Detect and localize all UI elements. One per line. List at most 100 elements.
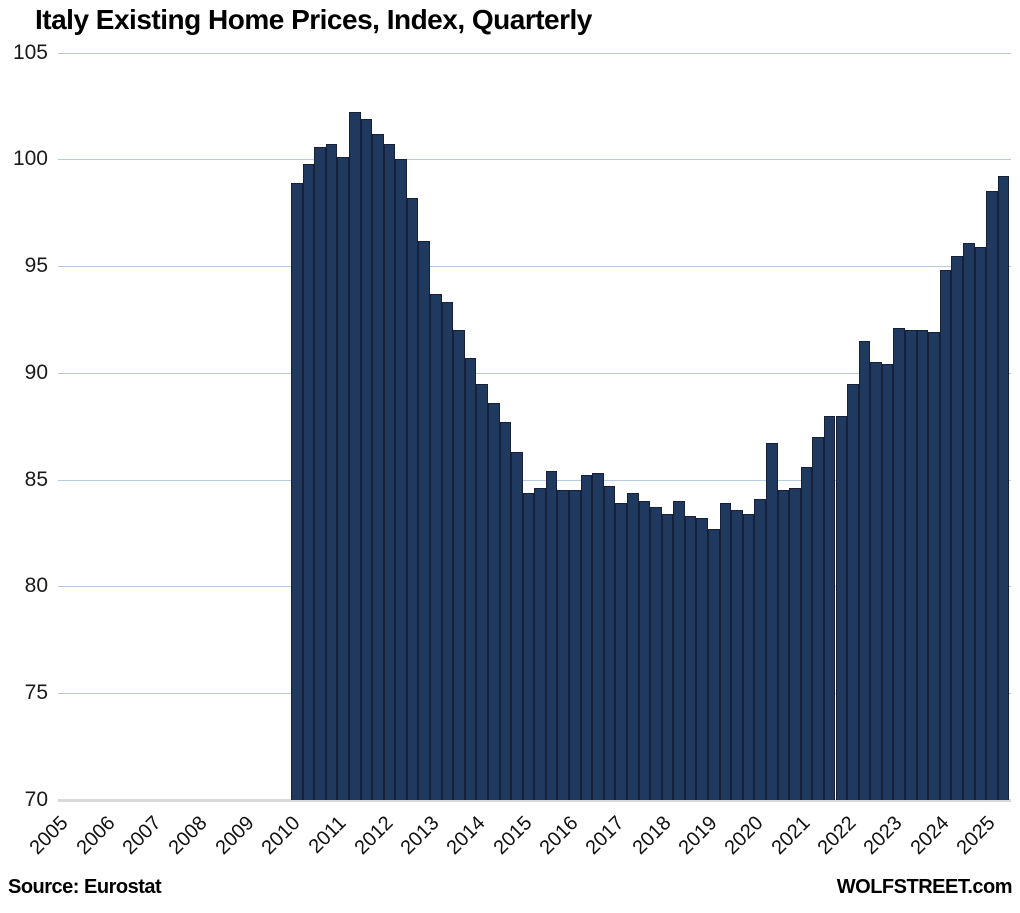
gridline: [58, 372, 1011, 374]
bar: [372, 133, 384, 800]
x-axis-label: 2019: [674, 812, 722, 860]
bar: [499, 422, 512, 800]
x-axis-line: [58, 799, 1011, 802]
bar: [638, 501, 651, 800]
bar: [360, 118, 373, 800]
bar: [395, 159, 407, 800]
x-axis-label: 2007: [118, 812, 166, 860]
bar: [823, 415, 836, 800]
bar: [487, 402, 500, 800]
x-axis-label: 2013: [396, 812, 444, 860]
x-axis-label: 2023: [859, 812, 907, 860]
bar: [325, 144, 338, 800]
bar: [708, 528, 720, 800]
x-axis-label: 2022: [813, 812, 861, 860]
x-axis-label: 2009: [211, 812, 259, 860]
x-axis-label: 2006: [72, 812, 120, 860]
bar: [928, 332, 940, 800]
bar: [557, 490, 570, 800]
y-axis-label: 100: [12, 147, 48, 171]
x-axis-label: 2008: [164, 812, 212, 860]
bar: [580, 475, 593, 800]
bar: [441, 302, 454, 800]
x-axis-label: 2015: [489, 812, 537, 860]
gridline: [58, 479, 1011, 481]
x-axis-label: 2024: [906, 812, 954, 860]
bar: [974, 246, 987, 800]
x-axis-label: 2016: [535, 812, 583, 860]
bar: [997, 176, 1010, 800]
bar: [916, 330, 929, 800]
bar: [615, 503, 627, 800]
bar: [476, 383, 488, 800]
source-note: Source: Eurostat: [8, 876, 162, 898]
x-axis-label: 2018: [628, 812, 676, 860]
bar: [893, 328, 905, 800]
bar: [742, 513, 755, 800]
bar: [302, 163, 315, 800]
y-axis-label: 80: [24, 574, 48, 598]
bar: [383, 144, 396, 800]
bar: [348, 112, 361, 800]
bar: [418, 240, 431, 800]
bar: [337, 157, 349, 800]
bar: [962, 242, 975, 800]
x-axis-label: 2011: [304, 812, 351, 858]
bar: [673, 501, 685, 800]
bar: [569, 490, 581, 800]
x-axis-label: 2020: [720, 812, 768, 860]
gridline: [58, 159, 1011, 161]
y-axis-label: 85: [24, 467, 48, 491]
y-axis-label: 90: [24, 360, 48, 384]
bar: [986, 191, 998, 800]
bar: [453, 330, 465, 800]
y-axis-label: 95: [24, 254, 48, 278]
bar: [545, 471, 558, 800]
bar: [777, 490, 790, 800]
brand-watermark: WOLFSTREET.com: [836, 876, 1013, 898]
bar: [765, 443, 778, 800]
bar: [314, 146, 326, 800]
gridline: [58, 52, 1011, 54]
x-axis-label: 2021: [767, 812, 815, 860]
bar: [650, 507, 662, 800]
bar: [430, 293, 442, 800]
x-axis-label: 2017: [581, 812, 629, 860]
bar: [696, 518, 709, 800]
bar: [905, 330, 917, 800]
bar: [522, 492, 535, 800]
bar: [858, 340, 871, 800]
x-axis-label: 2010: [257, 812, 305, 860]
bar: [881, 364, 894, 800]
x-axis-label: 2012: [350, 812, 398, 860]
bar: [789, 488, 801, 800]
bar: [661, 513, 674, 800]
bar: [534, 488, 546, 800]
gridline: [58, 266, 1011, 268]
bar: [754, 498, 766, 800]
bar: [406, 197, 419, 800]
bar: [464, 357, 477, 800]
bar: [511, 451, 523, 800]
bar: [847, 383, 859, 800]
bar: [835, 415, 848, 800]
y-axis-label: 75: [24, 681, 48, 705]
chart-title: Italy Existing Home Prices, Index, Quart…: [35, 4, 592, 35]
bar: [812, 437, 824, 800]
bar: [951, 255, 963, 800]
bar: [939, 270, 952, 800]
y-axis-label: 70: [24, 788, 48, 811]
x-axis-label: 2025: [952, 812, 1000, 860]
bar: [731, 509, 743, 800]
bar: [291, 182, 303, 800]
bar: [719, 503, 732, 800]
bar: [870, 362, 882, 800]
bar: [684, 516, 697, 800]
bar: [626, 492, 639, 800]
x-axis-label: 2005: [25, 812, 73, 860]
y-axis-label: 105: [12, 40, 48, 64]
bar: [800, 466, 813, 800]
x-axis-label: 2014: [442, 812, 490, 860]
bar: [592, 473, 604, 800]
